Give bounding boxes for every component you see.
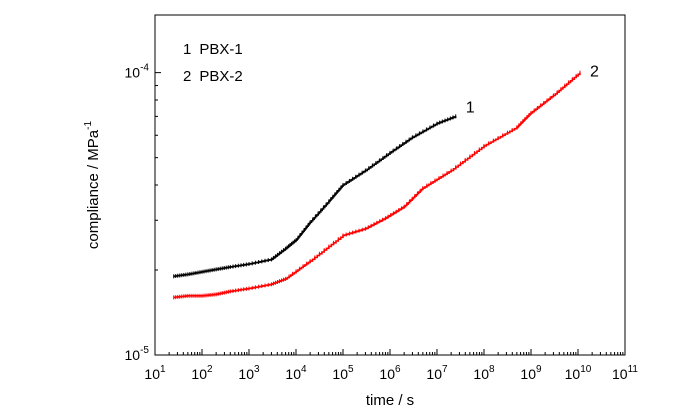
x-axis-title: time / s [366,392,414,409]
x-tick-label: 1011 [612,364,638,382]
x-tick-label: 101 [144,364,166,382]
x-tick-label: 108 [473,364,495,382]
y-axis-title-main: compliance / MPa [85,129,102,249]
plot-frame [154,14,626,356]
curves [173,70,581,300]
legend-entry-2: 2 PBX-2 [183,68,243,85]
legend-entry-1: 1 PBX-1 [183,41,243,58]
x-tick-label: 102 [191,364,213,382]
x-tick-label: 103 [238,364,260,382]
x-tick-label: 1010 [565,364,592,382]
y-axis: 10-5 10-4 [125,63,161,363]
x-tick-label: 105 [332,364,354,382]
legend: 1 PBX-1 2 PBX-2 [183,41,243,85]
curve-label-1: 1 [466,99,475,116]
x-tick-label: 107 [426,364,448,382]
x-tick-label: 109 [520,364,542,382]
legend-entry-2-number: 2 [183,68,191,85]
y-axis-title-exponent: -1 [83,121,94,130]
x-axis: 101 102 103 104 105 106 107 108 109 1010 1011 [144,349,638,382]
y-tick-label: 10-4 [125,63,150,81]
legend-entry-2-label: PBX-2 [199,68,242,85]
curve-label-2: 2 [590,64,599,81]
x-tick-label: 106 [379,364,401,382]
series-line-1 [173,116,457,278]
legend-entry-1-label: PBX-1 [199,41,242,58]
legend-entry-1-number: 1 [183,41,191,58]
series-line-2 [173,72,581,299]
y-tick-label: 10-5 [125,345,150,363]
y-axis-title: compliance / MPa-1 [83,121,102,250]
x-tick-label: 104 [285,364,307,382]
